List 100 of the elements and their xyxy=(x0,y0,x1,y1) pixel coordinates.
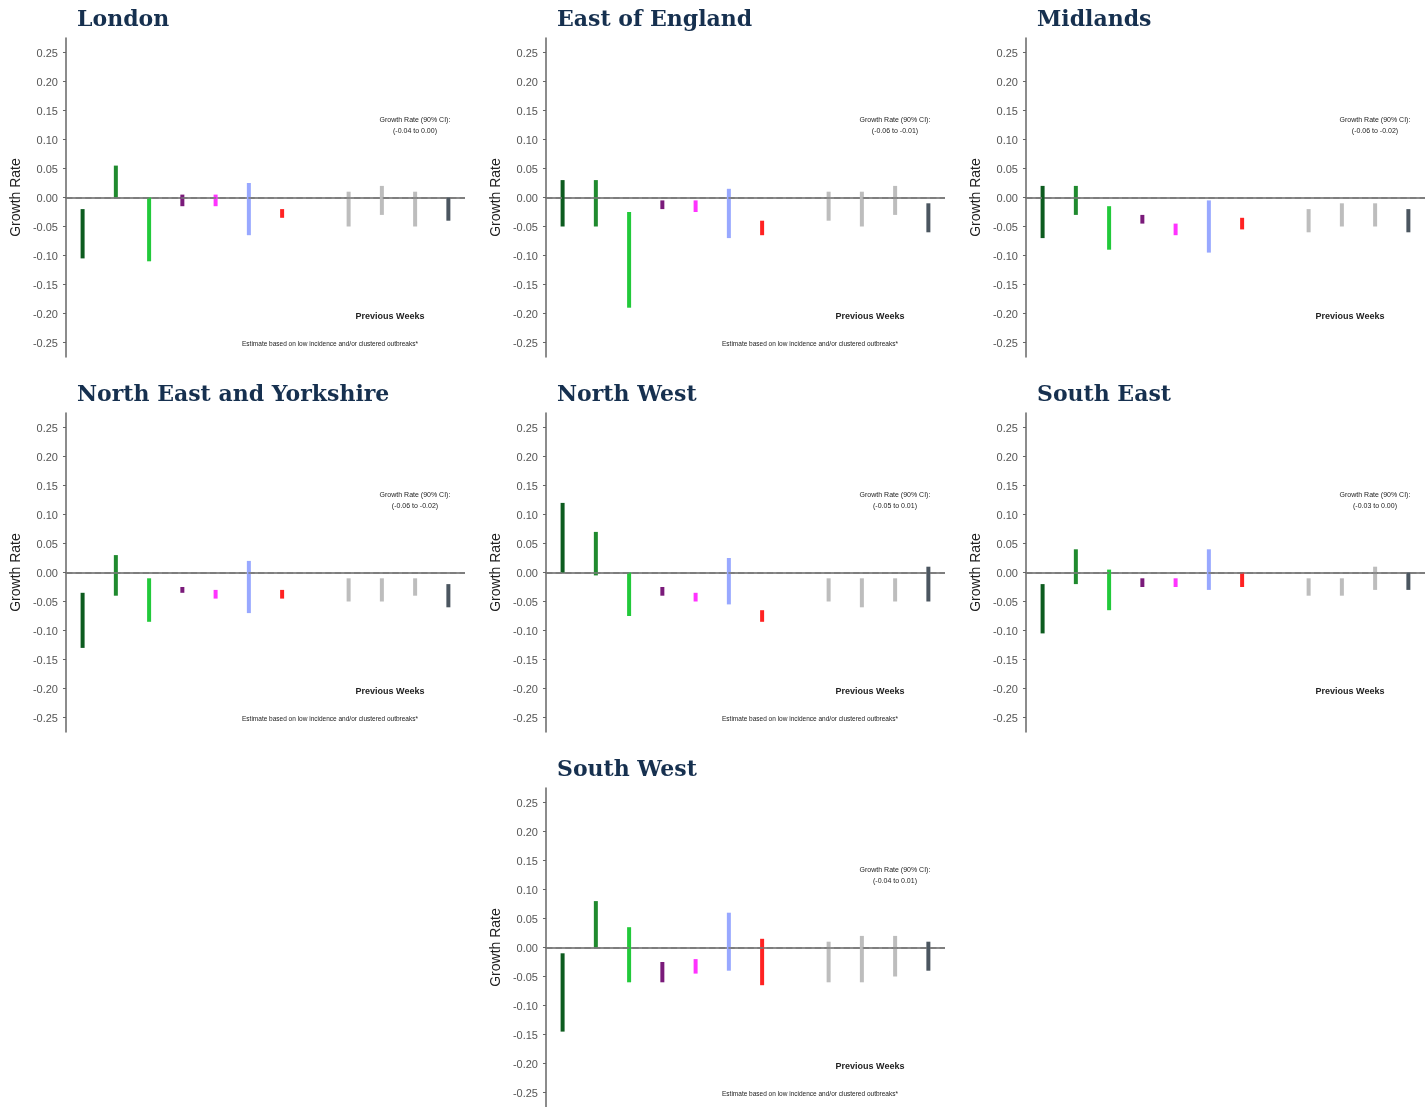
y-tick-label: -0.15 xyxy=(512,653,538,666)
bar xyxy=(346,191,351,227)
y-tick-label: -0.05 xyxy=(32,220,58,233)
y-tick-label: 0.20 xyxy=(516,825,538,838)
y-axis-title: Growth Rate xyxy=(967,158,983,237)
chart-title: North West xyxy=(557,380,698,406)
y-tick-label: 0.00 xyxy=(516,566,538,579)
y-tick-label: -0.10 xyxy=(992,249,1018,262)
bar xyxy=(560,180,565,227)
y-tick-label: 0.00 xyxy=(36,566,58,579)
bar xyxy=(893,578,898,602)
annotation: Previous Weeks xyxy=(835,685,905,696)
bar xyxy=(826,191,831,221)
bar xyxy=(1339,203,1344,227)
y-axis-title: Growth Rate xyxy=(7,533,23,612)
y-tick-label: -0.10 xyxy=(32,624,58,637)
bar xyxy=(80,209,85,259)
y-tick-label: -0.15 xyxy=(992,278,1018,291)
bar xyxy=(413,191,418,227)
y-tick-label: -0.05 xyxy=(992,595,1018,608)
y-tick-label: 0.05 xyxy=(996,537,1018,550)
y-tick-label: -0.10 xyxy=(992,624,1018,637)
y-tick-label: 0.00 xyxy=(996,566,1018,579)
bar xyxy=(859,935,864,983)
y-tick-label: 0.15 xyxy=(516,104,538,117)
bar xyxy=(726,188,731,239)
bar xyxy=(926,566,931,602)
bar xyxy=(660,587,665,596)
bar xyxy=(627,212,632,308)
y-tick-label: 0.00 xyxy=(36,191,58,204)
y-tick-label: -0.05 xyxy=(32,595,58,608)
bar xyxy=(893,935,898,977)
annotation: Previous Weeks xyxy=(355,685,425,696)
y-tick-label: -0.25 xyxy=(32,711,58,724)
bar xyxy=(147,197,152,262)
annotation: Previous Weeks xyxy=(1315,685,1385,696)
y-tick-label: 0.00 xyxy=(516,191,538,204)
y-tick-label: -0.20 xyxy=(512,307,538,320)
bar xyxy=(246,560,251,614)
bar xyxy=(593,901,598,948)
y-tick-label: -0.10 xyxy=(512,624,538,637)
bar xyxy=(893,185,898,215)
bar xyxy=(1140,214,1145,224)
bar xyxy=(379,578,384,602)
bar xyxy=(346,578,351,602)
y-tick-label: -0.05 xyxy=(992,220,1018,233)
y-tick-label: 0.15 xyxy=(996,479,1018,492)
y-tick-label: -0.20 xyxy=(992,307,1018,320)
bar xyxy=(826,941,831,983)
bar xyxy=(760,938,765,986)
bar xyxy=(1406,572,1411,590)
chart-title: East of England xyxy=(557,5,753,31)
bar xyxy=(859,191,864,227)
annotation: Previous Weeks xyxy=(835,1060,905,1071)
bar xyxy=(560,953,565,1032)
bar xyxy=(593,531,598,576)
y-tick-label: -0.15 xyxy=(32,278,58,291)
chart-title: Midlands xyxy=(1037,5,1152,31)
y-tick-label: -0.20 xyxy=(32,682,58,695)
y-tick-label: -0.20 xyxy=(512,1057,538,1070)
y-tick-label: 0.25 xyxy=(516,421,538,434)
y-tick-label: -0.05 xyxy=(512,220,538,233)
y-tick-label: 0.15 xyxy=(36,104,58,117)
bar xyxy=(693,959,698,974)
y-tick-label: -0.25 xyxy=(992,336,1018,349)
bar xyxy=(1306,209,1311,233)
bar xyxy=(147,578,152,622)
bar xyxy=(413,578,418,596)
y-tick-label: 0.20 xyxy=(36,450,58,463)
bar xyxy=(246,183,251,236)
bar xyxy=(627,572,632,616)
bar xyxy=(280,209,285,218)
bar xyxy=(859,578,864,608)
bar xyxy=(280,589,285,599)
y-tick-label: -0.05 xyxy=(512,595,538,608)
y-tick-label: -0.10 xyxy=(32,249,58,262)
bar xyxy=(1373,203,1378,227)
y-tick-label: -0.25 xyxy=(32,336,58,349)
bar xyxy=(113,165,118,198)
bar xyxy=(1306,578,1311,596)
bar xyxy=(560,502,565,573)
y-tick-label: -0.05 xyxy=(512,970,538,983)
bar xyxy=(1140,578,1145,587)
y-tick-label: 0.00 xyxy=(516,941,538,954)
bar xyxy=(926,203,931,233)
bar xyxy=(379,185,384,215)
y-tick-label: 0.20 xyxy=(996,450,1018,463)
y-tick-label: 0.20 xyxy=(36,75,58,88)
y-axis-title: Growth Rate xyxy=(487,908,503,987)
annotation: Previous Weeks xyxy=(1315,310,1385,321)
bar xyxy=(446,197,451,221)
bar xyxy=(593,180,598,227)
y-tick-label: 0.05 xyxy=(516,162,538,175)
bar xyxy=(693,592,698,602)
bar xyxy=(726,558,731,605)
y-tick-label: 0.10 xyxy=(516,508,538,521)
y-tick-label: -0.20 xyxy=(512,682,538,695)
bar xyxy=(1073,549,1078,585)
bar xyxy=(1040,185,1045,239)
bar xyxy=(1173,578,1178,587)
